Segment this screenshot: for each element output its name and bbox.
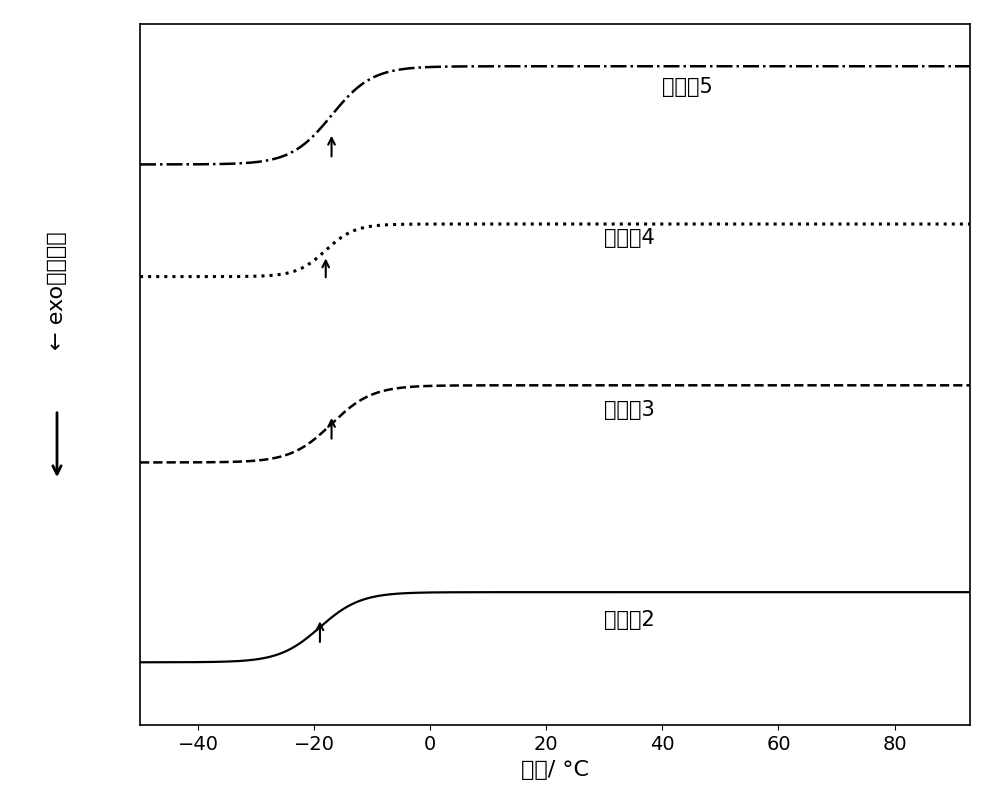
Text: 实施例4: 实施例4: [604, 228, 655, 248]
X-axis label: 温度/ °C: 温度/ °C: [521, 760, 589, 779]
Text: 实施例2: 实施例2: [604, 610, 655, 630]
Text: 实施例3: 实施例3: [604, 400, 655, 420]
Text: ← exo热流方向: ← exo热流方向: [47, 231, 67, 350]
Text: 实施例5: 实施例5: [662, 77, 713, 98]
